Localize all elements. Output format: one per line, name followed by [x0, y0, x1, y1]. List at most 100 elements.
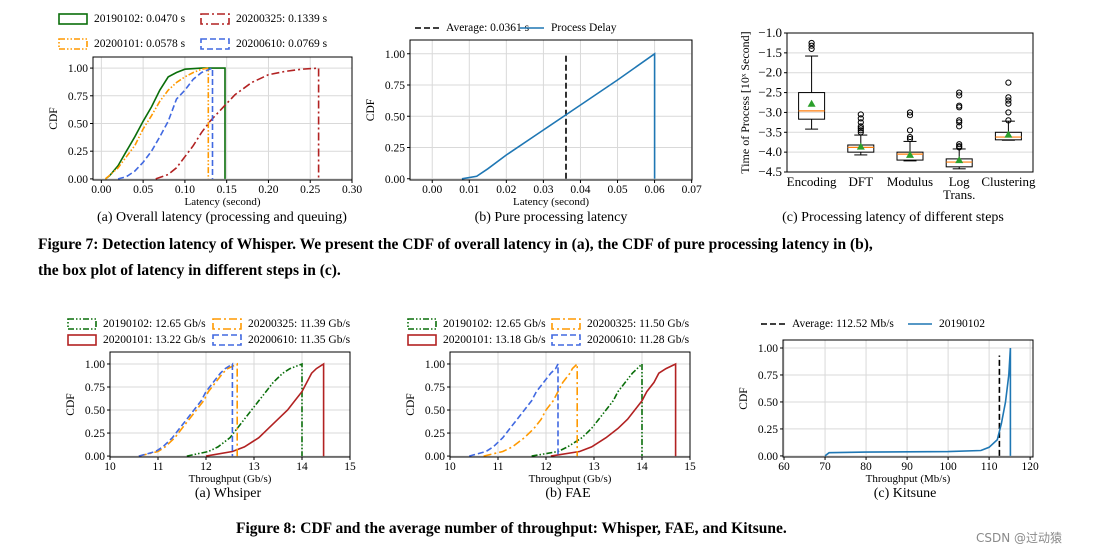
x-axis-label: Latency (second) [184, 196, 260, 208]
legend-item: Average: 0.0361 s [414, 22, 529, 34]
legend-label: Average: 0.0361 s [446, 22, 530, 34]
legend-line [908, 323, 932, 325]
series-line-3 [468, 363, 559, 457]
x-tick-label: 0.07 [682, 184, 702, 196]
legend-item: Average: 112.52 Mb/s [760, 318, 894, 330]
y-tick-label: 0.50 [425, 405, 445, 417]
y-tick-label: −3.5 [758, 124, 782, 139]
y-tick-label: 0.50 [758, 397, 778, 409]
x-axis-label: Throughput (Mb/s) [866, 473, 951, 485]
legend-swatch-rect [58, 38, 88, 50]
box-iqr [798, 92, 826, 120]
mean-marker [955, 156, 964, 164]
series-line-1 [824, 347, 1012, 457]
subcaption-7c: (c) Processing latency of different step… [782, 210, 1004, 225]
legend-swatch-rect [212, 318, 242, 330]
series-line-2 [155, 67, 320, 180]
x-tick-label: DFT [849, 174, 874, 189]
series-line-2 [483, 362, 578, 457]
y-tick-label: 1.00 [68, 63, 88, 75]
y-tick-label: 0.25 [385, 143, 405, 155]
x-tick-label: 0.20 [258, 184, 278, 196]
x-axis-label: Throughput (Gb/s) [189, 473, 272, 485]
legend-swatch [58, 13, 88, 25]
y-tick-label: 1.00 [758, 343, 778, 355]
legend-swatch-rect [551, 334, 581, 346]
y-tick-label: 0.75 [68, 91, 88, 103]
legend-swatch-rect [200, 13, 230, 25]
legend-item: 20200325: 11.39 Gb/s [212, 318, 350, 330]
subcaption-8a: (a) Whsiper [194, 486, 262, 501]
legend-label: 20200325: 0.1339 s [236, 13, 328, 25]
legend-item: 20200325: 0.1339 s [200, 13, 327, 25]
series-line-1 [550, 362, 677, 457]
y-tick-label: 1.00 [425, 359, 445, 371]
legend-swatch-rect [58, 13, 88, 25]
y-tick-label: 0.00 [68, 174, 88, 186]
plot-frame [409, 39, 693, 181]
series-line-1 [461, 52, 656, 180]
y-tick-label: 0.50 [385, 111, 405, 123]
outlier-point [1005, 109, 1012, 116]
legend-swatch [67, 334, 97, 346]
outlier-point [857, 123, 864, 130]
y-tick-label: 0.00 [425, 451, 445, 463]
legend-label: 20200325: 11.39 Gb/s [248, 318, 351, 330]
legend-item: 20190102: 0.0470 s [58, 13, 185, 25]
outlier-point [906, 135, 914, 143]
x-axis-label: Throughput (Gb/s) [529, 473, 612, 485]
legend-label: 20200101: 13.18 Gb/s [443, 334, 546, 346]
legend-label: Process Delay [551, 22, 617, 34]
series-line-0 [105, 67, 226, 180]
x-tick-label: Clustering [981, 174, 1036, 189]
x-axis-label: Latency (second) [513, 196, 589, 208]
x-tick-label: 0.05 [133, 184, 153, 196]
x-tick-label: 10 [444, 461, 456, 473]
outlier-point [1005, 100, 1012, 107]
x-tick-label: Encoding [787, 174, 837, 189]
x-tick-label: 0.02 [496, 184, 516, 196]
legend-swatch-rect [551, 318, 581, 330]
y-tick-label: −2.0 [758, 65, 782, 80]
x-tick-label: 14 [296, 461, 308, 473]
legend-label: 20190102: 0.0470 s [94, 13, 186, 25]
y-tick-label: −1.5 [758, 45, 782, 60]
legend-label: 20200610: 11.28 Gb/s [587, 334, 690, 346]
series-line-1 [104, 67, 210, 180]
legend-swatch [407, 318, 437, 330]
subcaption-7a: (a) Overall latency (processing and queu… [97, 210, 347, 225]
box-5 [994, 79, 1022, 141]
legend-line [415, 27, 439, 29]
y-tick-label: 0.25 [68, 146, 88, 158]
chart-fig8b: 10 11 12 13 14 15 0.00 0.25 0.50 0.75 1.00 Throughp… [405, 351, 696, 485]
outlier-point [956, 89, 963, 96]
box-3 [896, 109, 924, 162]
legend-item: 20190102: 12.65 Gb/s [407, 318, 546, 330]
x-tick-label: 0.03 [533, 184, 553, 196]
y-tick-label: 0.75 [758, 370, 778, 382]
legend-swatch [407, 334, 437, 346]
legend-swatch [551, 318, 581, 330]
legend-label: 20200101: 13.22 Gb/s [103, 334, 206, 346]
x-tick-label: 0.15 [217, 184, 237, 196]
outlier-point [857, 119, 864, 126]
outlier-point [857, 115, 864, 122]
mean-marker [856, 142, 865, 150]
legend-label: 20200101: 0.0578 s [94, 38, 186, 50]
subcaption-8c: (c) Kitsune [873, 486, 937, 501]
y-tick-label: 0.50 [85, 405, 105, 417]
legend-item: 20200325: 11.50 Gb/s [551, 318, 689, 330]
legend-label: Average: 112.52 Mb/s [792, 318, 894, 330]
x-tick-label: Modulus [887, 174, 933, 189]
outlier-point [808, 39, 815, 47]
outlier-point [808, 45, 815, 52]
outlier-point [906, 109, 914, 116]
y-axis-label: CDF [65, 393, 77, 415]
legend-swatch-rect [407, 318, 437, 330]
y-tick-label: 0.00 [758, 451, 778, 463]
legend-swatch-rect [407, 334, 437, 346]
y-axis-label: CDF [48, 107, 60, 129]
y-axis-label: Time of Process [10ˣ Second] [738, 31, 752, 173]
legend-label: 20200610: 0.0769 s [236, 38, 328, 50]
